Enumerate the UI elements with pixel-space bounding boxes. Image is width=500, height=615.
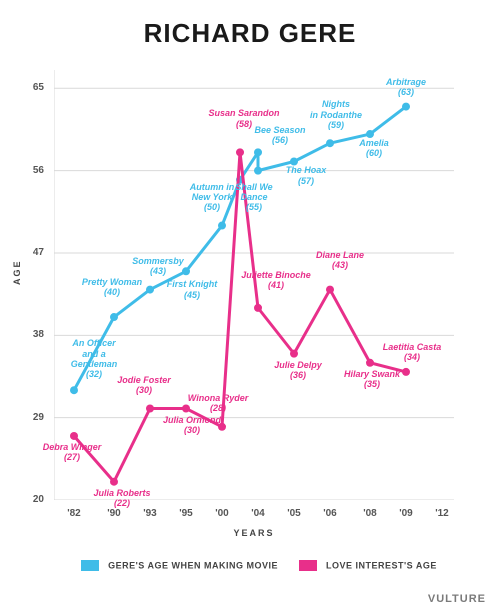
callout-label: Laetitia Casta(34) [383,342,442,363]
y-tick-label: 38 [14,329,44,340]
x-tick-label: '09 [386,508,426,519]
x-tick-label: '06 [310,508,350,519]
callout-label: Sommersby(43) [132,256,184,277]
y-tick-label: 56 [14,165,44,176]
callout-label: Diane Lane(43) [316,250,364,271]
brand-watermark: VULTURE [428,593,486,605]
x-tick-label: '08 [350,508,390,519]
callout-label: Pretty Woman(40) [82,277,142,298]
callout-label: Debra Winger(27) [43,442,101,463]
chart-title: RICHARD GERE [0,18,500,49]
callout-label: Juliette Binoche(41) [241,270,311,291]
plot-area: AGE YEARS 202938475665'82'90'93'95'00'04… [54,70,454,500]
x-tick-label: '05 [274,508,314,519]
legend-swatch-gere [81,560,99,571]
x-tick-label: '93 [130,508,170,519]
callout-label: Julia Ormond(30) [163,415,221,436]
legend-swatch-love [299,560,317,571]
x-tick-label: '04 [238,508,278,519]
y-tick-label: 29 [14,412,44,423]
y-tick-label: 47 [14,247,44,258]
chart-container: RICHARD GERE AGE YEARS 202938475665'82'9… [0,0,500,615]
callout-label: Nightsin Rodanthe(59) [310,99,362,130]
callout-label: Jodie Foster(30) [117,375,171,396]
callout-label: Arbitrage(63) [386,77,426,98]
callout-label: Hilary Swank(35) [344,369,400,390]
callout-label: First Knight(45) [167,279,218,300]
y-tick-label: 20 [14,494,44,505]
x-tick-label: '82 [54,508,94,519]
callout-label: Julia Roberts(22) [93,488,150,509]
x-tick-label: '95 [166,508,206,519]
callout-label: Winona Ryder(28) [188,393,248,414]
x-tick-label: '00 [202,508,242,519]
legend: GERE'S AGE WHEN MAKING MOVIE LOVE INTERE… [0,560,500,571]
x-tick-label: '90 [94,508,134,519]
callout-label: Autumn inNew York(50) [190,182,235,213]
callout-label: Amelia(60) [359,138,389,159]
y-tick-label: 65 [14,82,44,93]
callout-label: The Hoax(57) [286,165,327,186]
legend-label-love: LOVE INTEREST'S AGE [326,561,437,571]
callout-label: Susan Sarandon(58) [208,108,279,129]
callout-label: Julie Delpy(36) [274,360,322,381]
callout-label: An Officerand aGentleman(32) [71,338,118,379]
legend-label-gere: GERE'S AGE WHEN MAKING MOVIE [108,561,278,571]
x-axis-label: YEARS [54,528,454,538]
y-axis-label: AGE [12,259,22,285]
callout-label: Shall WeDance(55) [235,182,272,213]
x-tick-label: '12 [422,508,462,519]
